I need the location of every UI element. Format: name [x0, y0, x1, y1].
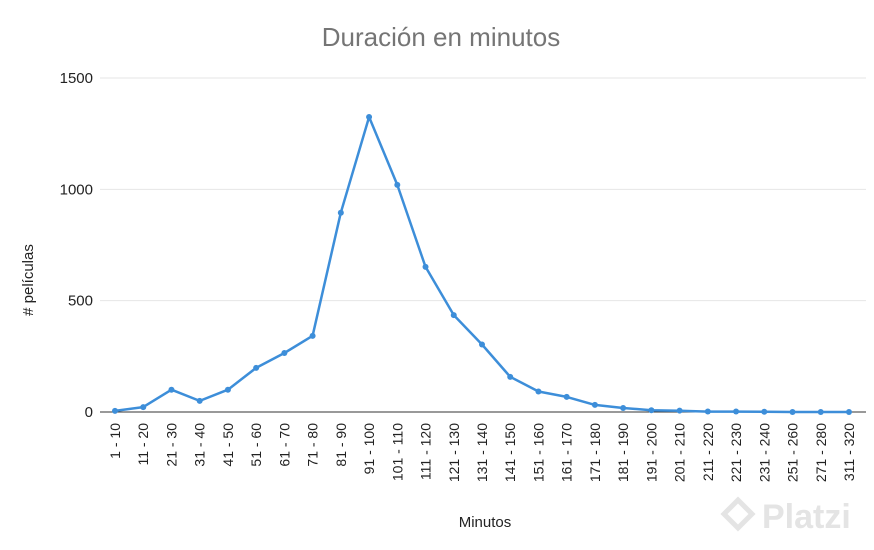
- data-point: [112, 407, 118, 414]
- x-tick-label: 131 - 140: [474, 423, 490, 482]
- x-tick-label: 31 - 40: [192, 423, 208, 467]
- x-tick-label: 171 - 180: [587, 423, 603, 482]
- x-tick-label: 121 - 130: [446, 423, 462, 482]
- data-point: [394, 181, 401, 188]
- data-point: [563, 393, 570, 400]
- data-point: [478, 341, 485, 348]
- data-point: [620, 404, 627, 411]
- y-axis-ticks: 0 500 1000 1500: [60, 70, 93, 421]
- data-point: [337, 209, 344, 216]
- x-tick-label: 231 - 240: [756, 423, 772, 482]
- platzi-watermark: Platzi: [762, 498, 851, 536]
- data-point: [450, 312, 457, 319]
- data-point: [648, 407, 655, 414]
- x-tick-label: 41 - 50: [220, 423, 236, 467]
- chart-title: Duración en minutos: [322, 22, 560, 52]
- x-tick-label: 81 - 90: [333, 423, 349, 467]
- data-point: [704, 408, 711, 415]
- x-tick-label: 151 - 160: [530, 423, 546, 482]
- y-tick-label: 500: [68, 293, 93, 310]
- x-tick-label: 271 - 280: [813, 423, 829, 482]
- y-tick-label: 0: [85, 404, 93, 421]
- data-point: [422, 263, 429, 270]
- data-point: [789, 409, 796, 415]
- x-tick-label: 181 - 190: [615, 423, 631, 482]
- data-points: [112, 113, 852, 415]
- data-point: [733, 408, 740, 415]
- data-point: [168, 386, 175, 393]
- x-tick-label: 71 - 80: [305, 423, 321, 467]
- data-point: [309, 332, 316, 339]
- x-tick-label: 11 - 20: [135, 423, 151, 466]
- x-tick-label: 61 - 70: [276, 423, 292, 467]
- data-point: [761, 408, 768, 415]
- data-point: [366, 113, 373, 120]
- x-tick-label: 251 - 260: [785, 423, 801, 482]
- data-point: [817, 409, 824, 415]
- x-tick-label: 161 - 170: [559, 423, 575, 482]
- x-tick-label: 51 - 60: [248, 423, 264, 467]
- data-point: [535, 388, 542, 395]
- x-tick-label: 211 - 220: [700, 423, 716, 481]
- data-point: [845, 409, 852, 415]
- platzi-logo-icon: [720, 496, 756, 532]
- x-tick-label: 1 - 10: [107, 423, 123, 459]
- x-tick-label: 221 - 230: [728, 423, 744, 482]
- data-point: [676, 407, 683, 414]
- data-point: [196, 397, 203, 404]
- data-point: [140, 404, 147, 411]
- data-point: [507, 373, 514, 380]
- data-point: [281, 349, 288, 356]
- x-tick-label: 91 - 100: [361, 423, 377, 475]
- x-tick-label: 201 - 210: [672, 423, 688, 482]
- x-axis-ticks: 1 - 10 11 - 20 21 - 30 31 - 40 41 - 50 51 - 6…: [107, 423, 857, 482]
- x-tick-label: 21 - 30: [163, 423, 179, 467]
- data-point: [253, 364, 260, 371]
- platzi-logo: Platzi: [720, 496, 851, 536]
- data-point: [224, 386, 231, 393]
- x-tick-label: 191 - 200: [643, 423, 659, 482]
- x-tick-label: 141 - 150: [502, 423, 518, 482]
- y-axis-label: # películas: [20, 244, 37, 316]
- data-point: [591, 401, 598, 408]
- x-tick-label: 101 - 110: [389, 423, 405, 481]
- y-tick-label: 1500: [60, 70, 93, 87]
- x-tick-label: 111 - 120: [418, 423, 434, 480]
- x-axis-label: Minutos: [459, 514, 512, 531]
- series-line: [114, 115, 849, 414]
- gridlines: [100, 77, 866, 413]
- x-tick-label: 311 - 320: [841, 423, 857, 481]
- y-tick-label: 1000: [60, 181, 93, 198]
